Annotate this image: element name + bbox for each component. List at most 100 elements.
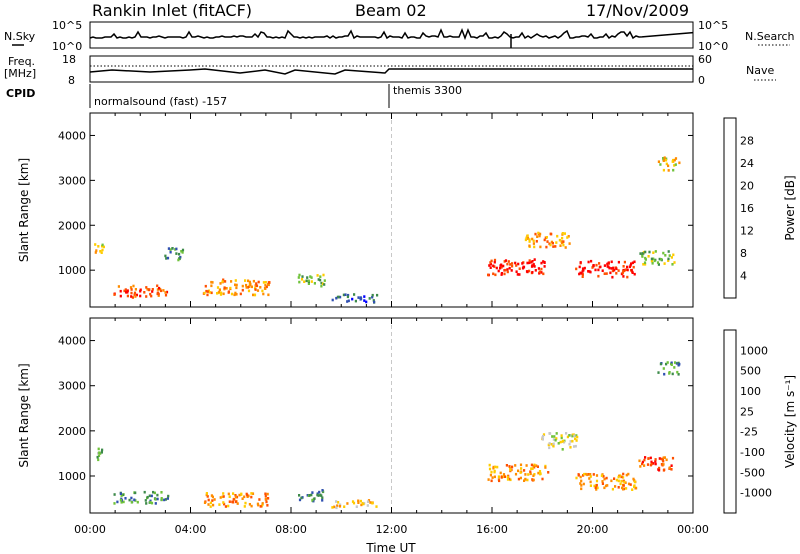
echo-cell bbox=[493, 260, 496, 264]
echo-cell bbox=[150, 501, 154, 505]
y-axis-label: Slant Range [km] bbox=[17, 363, 31, 467]
echo-cell bbox=[577, 473, 580, 476]
echo-cell bbox=[644, 456, 647, 459]
echo-cell bbox=[205, 289, 208, 293]
echo-cell bbox=[357, 296, 360, 299]
echo-cell bbox=[244, 279, 247, 282]
echo-cell bbox=[586, 473, 589, 477]
echo-cell bbox=[230, 280, 233, 283]
echo-cell bbox=[537, 267, 540, 270]
echo-cell bbox=[113, 493, 116, 496]
echo-cell bbox=[521, 266, 525, 270]
echo-cell bbox=[541, 438, 544, 441]
echo-cell bbox=[532, 478, 535, 482]
echo-cell bbox=[597, 274, 600, 278]
echo-cell bbox=[559, 440, 562, 444]
echo-cell bbox=[219, 496, 222, 499]
echo-cell bbox=[560, 436, 563, 440]
echo-cell bbox=[554, 245, 557, 248]
echo-cell bbox=[542, 434, 545, 438]
echo-cell bbox=[506, 268, 509, 271]
echo-cell bbox=[150, 294, 153, 298]
echo-cell bbox=[148, 494, 151, 498]
echo-cell bbox=[497, 269, 500, 273]
echo-cell bbox=[511, 262, 514, 265]
noise-sky-line bbox=[89, 27, 694, 41]
echo-cell bbox=[580, 272, 583, 275]
echo-cell bbox=[178, 257, 181, 260]
echo-cell bbox=[569, 440, 572, 443]
echo-cell bbox=[500, 272, 503, 275]
echo-cell bbox=[675, 362, 678, 365]
echo-cell bbox=[499, 264, 502, 267]
echo-cell bbox=[508, 465, 511, 468]
echo-cell bbox=[177, 258, 180, 262]
echo-cell bbox=[311, 491, 314, 494]
search-top-tick: 10^5 bbox=[698, 19, 728, 32]
echo-cell bbox=[216, 286, 220, 289]
echo-cell bbox=[540, 261, 543, 265]
echo-cell bbox=[568, 242, 571, 245]
echo-cell bbox=[146, 495, 149, 499]
x-tick-label: 16:00 bbox=[476, 523, 508, 536]
echo-cell bbox=[663, 372, 666, 376]
echo-cell bbox=[119, 492, 122, 495]
echo-cell bbox=[632, 477, 635, 481]
echo-cell bbox=[633, 480, 636, 484]
echo-cell bbox=[207, 498, 210, 502]
freq-label: Freq. bbox=[8, 55, 35, 68]
echo-cell bbox=[658, 257, 661, 261]
echo-cell bbox=[621, 271, 624, 275]
echo-cell bbox=[303, 280, 306, 283]
echo-cell bbox=[97, 458, 100, 462]
echo-cell bbox=[371, 295, 374, 299]
echo-cell bbox=[515, 270, 518, 273]
y-tick-label: 2000 bbox=[58, 425, 86, 438]
echo-cell bbox=[530, 467, 533, 470]
colorbar-tick-label: -500 bbox=[740, 466, 765, 479]
y-tick-label: 1000 bbox=[58, 470, 86, 483]
echo-cell bbox=[346, 300, 349, 303]
echo-cell bbox=[670, 464, 673, 467]
echo-cell bbox=[641, 460, 644, 464]
station-title: Rankin Inlet (fitACF) bbox=[92, 1, 252, 20]
echo-cell bbox=[581, 267, 585, 270]
echo-cell bbox=[181, 251, 184, 254]
echo-cell bbox=[222, 492, 225, 495]
echo-cell bbox=[601, 482, 604, 485]
echo-cell bbox=[211, 499, 214, 502]
echo-cell bbox=[498, 479, 501, 483]
echo-cell bbox=[561, 448, 564, 451]
echo-cell bbox=[606, 484, 609, 487]
echo-cell bbox=[605, 476, 608, 480]
echo-cell bbox=[531, 271, 534, 274]
echo-cell bbox=[373, 300, 376, 304]
echo-cell bbox=[263, 286, 267, 290]
echo-cell bbox=[545, 245, 548, 249]
echo-cell bbox=[261, 503, 264, 507]
echo-cell bbox=[674, 163, 677, 166]
echo-cell bbox=[566, 435, 569, 439]
echo-cell bbox=[135, 293, 138, 297]
echo-cell bbox=[264, 494, 267, 498]
nsky-label: N.Sky bbox=[4, 30, 36, 43]
echo-cell bbox=[528, 269, 531, 273]
echo-cell bbox=[492, 272, 495, 276]
echo-cell bbox=[642, 263, 645, 266]
echo-cell bbox=[247, 289, 251, 293]
echo-cell bbox=[551, 241, 554, 245]
echo-cell bbox=[156, 288, 159, 291]
echo-cell bbox=[489, 473, 492, 477]
echo-cell bbox=[537, 471, 540, 475]
echo-cell bbox=[556, 234, 559, 238]
echo-cell bbox=[639, 252, 642, 255]
echo-cell bbox=[661, 458, 664, 462]
x-tick-label: 08:00 bbox=[275, 523, 307, 536]
echo-cell bbox=[490, 259, 493, 263]
echo-cell bbox=[519, 476, 522, 480]
echo-cell bbox=[499, 266, 502, 270]
echo-cell bbox=[643, 261, 647, 264]
echo-cell bbox=[241, 497, 244, 500]
echo-cell bbox=[519, 463, 523, 467]
echo-cell bbox=[203, 501, 207, 504]
